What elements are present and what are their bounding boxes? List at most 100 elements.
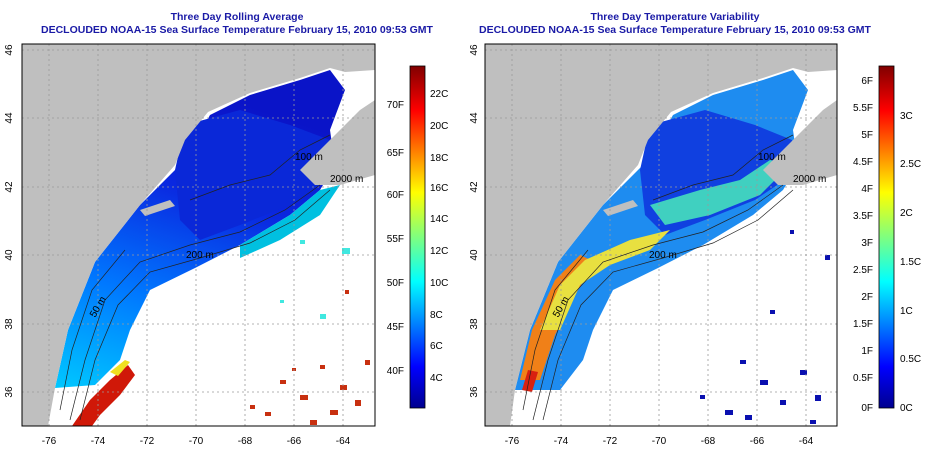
colorbar-tick-label: 1C xyxy=(900,306,913,317)
colorbar-fahrenheit-labels: 70F 65F 60F 55F 50F 45F 40F xyxy=(387,100,404,377)
y-tick-label: 36 xyxy=(470,386,480,398)
colorbar-celsius-labels: 3C 2.5C 2C 1.5C 1C 0.5C 0C xyxy=(900,111,921,414)
colorbar-tick-label: 5.5F xyxy=(853,103,873,114)
y-tick-label: 40 xyxy=(4,249,15,261)
y-tick-label: 42 xyxy=(4,181,15,193)
colorbar-tick-label: 2.5C xyxy=(900,159,921,170)
colorbar-tick-label: 3.5F xyxy=(853,211,873,222)
x-tick-label: -74 xyxy=(554,436,569,447)
panel-subtitle: DECLOUDED NOAA-15 Sea Surface Temperatur… xyxy=(479,24,871,36)
map-frame xyxy=(21,43,376,427)
colorbar-tick-label: 60F xyxy=(387,190,404,201)
mid-variability-band xyxy=(540,230,670,330)
sst-variability-panel: Three Day Temperature Variability DECLOU… xyxy=(470,0,940,475)
nova-scotia-land xyxy=(300,100,375,185)
colorbar-tick-label: 70F xyxy=(387,100,404,111)
panel-title: Three Day Rolling Average xyxy=(170,11,304,23)
gulf-stream-edge xyxy=(110,360,130,376)
y-tick-label: 38 xyxy=(470,318,480,330)
x-tick-label: -68 xyxy=(701,436,716,447)
colorbar-tick-label: 45F xyxy=(387,322,404,333)
colorbar-tick-label: 8C xyxy=(430,310,443,321)
long-island-land xyxy=(140,200,175,216)
colorbar-tick-label: 2F xyxy=(861,292,873,303)
x-tick-label: -72 xyxy=(140,436,155,447)
colorbar-tick-label: 14C xyxy=(430,214,448,225)
x-tick-label: -70 xyxy=(189,436,204,447)
y-tick-label: 46 xyxy=(470,44,480,56)
gulf-of-maine-field xyxy=(175,110,330,240)
panel-subtitle: DECLOUDED NOAA-15 Sea Surface Temperatur… xyxy=(41,24,433,36)
colorbar-tick-label: 1.5F xyxy=(853,319,873,330)
x-axis: -76 -74 -72 -70 -68 -66 -64 xyxy=(42,436,351,447)
colorbar-tick-label: 3C xyxy=(900,111,913,122)
bathymetry-contours xyxy=(522,134,794,421)
colorbar-tick-label: 3F xyxy=(861,238,873,249)
x-tick-label: -72 xyxy=(603,436,618,447)
x-tick-label: -74 xyxy=(91,436,106,447)
x-tick-label: -70 xyxy=(652,436,667,447)
colorbar-tick-label: 10C xyxy=(430,278,448,289)
gulf-stream-field xyxy=(72,365,135,426)
colorbar-celsius-labels: 22C 20C 18C 16C 14C 12C 10C 8C 6C 4C xyxy=(430,89,448,384)
x-tick-label: -66 xyxy=(287,436,302,447)
colorbar-tick-label: 12C xyxy=(430,246,448,257)
colorbar-tick-label: 2.5F xyxy=(853,265,873,276)
x-tick-label: -66 xyxy=(750,436,765,447)
x-tick-label: -64 xyxy=(336,436,351,447)
y-tick-label: 36 xyxy=(4,386,15,398)
offshore-warm-patches xyxy=(250,290,370,425)
x-tick-label: -68 xyxy=(238,436,253,447)
x-axis: -76 -74 -72 -70 -68 -66 -64 xyxy=(505,436,814,447)
offshore-cool-patches xyxy=(280,240,350,319)
high-variability-core xyxy=(522,370,538,392)
sst-variability-map: 200 m 2000 m 100 m 50 m -76 -74 -72 -70 … xyxy=(470,43,921,447)
colorbar-tick-label: 4F xyxy=(861,184,873,195)
colorbar-tick-label: 1.5C xyxy=(900,257,921,268)
colorbar xyxy=(409,65,426,409)
offshore-low-variability xyxy=(700,230,830,424)
x-tick-label: -64 xyxy=(799,436,814,447)
nova-scotia-land xyxy=(763,100,837,185)
colorbar-tick-label: 40F xyxy=(387,366,404,377)
colorbar-tick-label: 0.5C xyxy=(900,354,921,365)
y-tick-label: 38 xyxy=(4,318,15,330)
contour-label: 200 m xyxy=(649,250,677,261)
colorbar xyxy=(878,65,895,409)
colorbar-tick-label: 0.5F xyxy=(853,373,873,384)
sst-average-map: 200 m 2000 m 100 m 50 m -76 -74 -72 -70 … xyxy=(4,43,448,447)
land-mass xyxy=(485,44,837,426)
colorbar-tick-label: 22C xyxy=(430,89,448,100)
colorbar-tick-label: 6C xyxy=(430,341,443,352)
colorbar-tick-label: 4.5F xyxy=(853,157,873,168)
colorbar-tick-label: 50F xyxy=(387,278,404,289)
colorbar-tick-label: 0F xyxy=(861,403,873,414)
contour-label: 100 m xyxy=(295,152,323,163)
colorbar-tick-label: 2C xyxy=(900,208,913,219)
colorbar-tick-label: 5F xyxy=(861,130,873,141)
graticule xyxy=(22,44,375,426)
colorbar-tick-label: 65F xyxy=(387,148,404,159)
colorbar-tick-label: 6F xyxy=(861,76,873,87)
colorbar-tick-label: 20C xyxy=(430,121,448,132)
colorbar-fahrenheit-labels: 6F 5.5F 5F 4.5F 4F 3.5F 3F 2.5F 2F 1.5F … xyxy=(853,76,873,414)
contour-label: 2000 m xyxy=(330,174,363,185)
x-tick-label: -76 xyxy=(42,436,57,447)
map-frame xyxy=(484,43,838,427)
y-axis: 36 38 40 42 44 46 xyxy=(470,44,480,398)
sst-average-panel: Three Day Rolling Average DECLOUDED NOAA… xyxy=(0,0,470,475)
colorbar-tick-label: 0C xyxy=(900,403,913,414)
shelf-break-variability xyxy=(650,160,790,225)
colorbar-tick-label: 1F xyxy=(861,346,873,357)
y-tick-label: 40 xyxy=(470,249,480,261)
y-tick-label: 46 xyxy=(4,44,15,56)
land-mass xyxy=(22,44,375,426)
colorbar-tick-label: 16C xyxy=(430,183,448,194)
bathymetry-contours xyxy=(59,134,331,421)
x-tick-label: -76 xyxy=(505,436,520,447)
contour-label: 100 m xyxy=(758,152,786,163)
contour-label: 200 m xyxy=(186,250,214,261)
y-tick-label: 44 xyxy=(470,112,480,124)
colorbar-tick-label: 55F xyxy=(387,234,404,245)
y-axis: 36 38 40 42 44 46 xyxy=(4,44,15,398)
